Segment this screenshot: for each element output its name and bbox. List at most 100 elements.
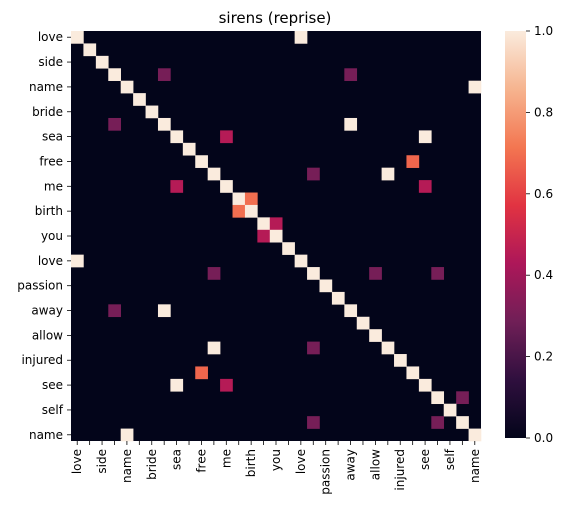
heatmap-cell: [431, 267, 445, 280]
heatmap-cell: [431, 416, 445, 429]
heatmap-cell: [207, 167, 221, 181]
heatmap-cell: [207, 267, 221, 280]
column-tick-label: self: [443, 448, 457, 470]
column-tick-label: away: [344, 449, 358, 481]
row-tick-label: name: [29, 80, 63, 94]
column-tick-label: love: [70, 449, 84, 474]
heatmap-cell: [195, 366, 208, 380]
column-tick-label: side: [95, 449, 109, 474]
heatmap-cell: [369, 329, 382, 342]
heatmap-cell: [282, 242, 295, 255]
heatmap-cell: [381, 341, 395, 355]
heatmap-cell: [182, 142, 196, 156]
heatmap-cell: [220, 180, 233, 193]
heatmap-cell: [319, 279, 333, 293]
heatmap-cell: [157, 68, 171, 81]
column-tick-label: name: [120, 449, 134, 483]
heatmap-cells: [71, 31, 482, 442]
column-tick-label: injured: [393, 449, 407, 491]
heatmap-cell: [170, 180, 184, 193]
heatmap-cell: [232, 192, 246, 206]
heatmap-cell: [468, 428, 482, 442]
row-tick-label: passion: [17, 279, 63, 293]
row-tick-label: you: [41, 229, 63, 243]
column-tick-labels: love side name bride sea free me birth you love pa…: [70, 441, 482, 495]
row-tick-label: self: [42, 403, 64, 417]
colorbar-tick-label: 1.0: [534, 24, 553, 38]
heatmap-cell: [195, 155, 208, 168]
heatmap-cell: [83, 43, 97, 57]
row-tick-label: name: [29, 428, 63, 442]
heatmap-cell: [307, 341, 320, 355]
heatmap-cell: [381, 167, 395, 181]
heatmap-cell: [95, 55, 109, 69]
heatmap-cell: [170, 378, 184, 392]
heatmap-cell: [406, 366, 420, 380]
row-tick-label: allow: [32, 328, 63, 342]
heatmap-cell: [344, 117, 358, 131]
heatmap-cell: [294, 31, 308, 44]
column-tick-label: birth: [244, 449, 258, 477]
row-tick-label: love: [38, 30, 63, 44]
colorbar-tick-label: 0.6: [534, 187, 553, 201]
colorbar-tick-label: 0.4: [534, 268, 553, 282]
heatmap-cell: [307, 267, 320, 280]
colorbar-gradient: [505, 31, 526, 438]
heatmap-cell: [456, 391, 469, 405]
heatmap-cell: [232, 204, 246, 218]
heatmap-cell: [406, 155, 420, 168]
colorbar-tick-label: 0.2: [534, 350, 553, 364]
heatmap-cell: [108, 304, 121, 318]
heatmap-cell: [356, 316, 370, 330]
heatmap-cell: [108, 68, 121, 81]
heatmap-cell: [157, 117, 171, 131]
heatmap-cell: [170, 130, 184, 144]
column-tick-label: see: [418, 449, 432, 470]
heatmap-cell: [220, 378, 233, 392]
heatmap-cell: [443, 403, 457, 417]
column-tick-label: name: [468, 449, 482, 483]
heatmap-cell: [108, 117, 121, 131]
row-tick-label: birth: [35, 204, 63, 218]
heatmap-cell: [220, 130, 233, 144]
heatmap-cell: [344, 304, 358, 318]
column-tick-label: free: [194, 449, 208, 473]
heatmap-cell: [257, 217, 271, 231]
heatmap-cell: [244, 192, 258, 206]
row-tick-label: sea: [42, 130, 63, 144]
column-tick-label: passion: [319, 449, 333, 495]
column-tick-label: bride: [145, 449, 159, 480]
column-tick-label: you: [269, 449, 283, 471]
heatmap-cell: [145, 105, 159, 119]
heatmap-cell: [244, 204, 258, 218]
heatmap-cell: [431, 391, 445, 405]
column-tick-label: love: [294, 449, 308, 474]
colorbar-tick-label: 0.8: [534, 105, 553, 119]
heatmap-cell: [120, 428, 134, 442]
row-tick-labels: love side name bride sea free me birth you love pa…: [17, 30, 71, 442]
heatmap-cell: [269, 229, 283, 243]
heatmap-cell: [307, 167, 320, 181]
heatmap-cell: [394, 354, 407, 367]
column-tick-label: sea: [170, 449, 184, 470]
row-tick-label: see: [42, 378, 63, 392]
heatmap-cell: [418, 378, 432, 392]
heatmap-cell: [418, 180, 432, 193]
colorbar: 0.0 0.2 0.4 0.6 0.8 1.0: [505, 24, 553, 445]
column-tick-label: me: [219, 449, 233, 468]
heatmap-cell: [468, 80, 482, 94]
row-tick-label: free: [39, 154, 63, 168]
column-tick-label: allow: [368, 449, 382, 480]
row-tick-label: side: [38, 55, 63, 69]
heatmap-cell: [71, 31, 84, 44]
heatmap-cell: [369, 267, 382, 280]
row-tick-label: love: [38, 254, 63, 268]
row-tick-label: away: [31, 304, 63, 318]
heatmap-cell: [269, 217, 283, 231]
heatmap-cell: [71, 254, 84, 268]
heatmap-cell: [207, 341, 221, 355]
heatmap-cell: [307, 416, 320, 429]
heatmap-cell: [120, 80, 134, 94]
chart-title: sirens (reprise): [219, 9, 332, 27]
